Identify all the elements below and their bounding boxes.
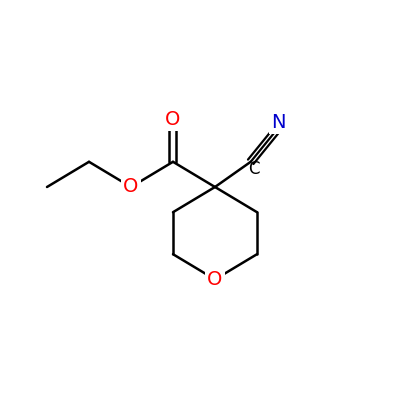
Text: N: N bbox=[270, 113, 285, 132]
Text: O: O bbox=[207, 270, 222, 289]
Text: O: O bbox=[123, 177, 138, 197]
Text: C: C bbox=[247, 160, 259, 178]
Text: O: O bbox=[165, 110, 180, 129]
